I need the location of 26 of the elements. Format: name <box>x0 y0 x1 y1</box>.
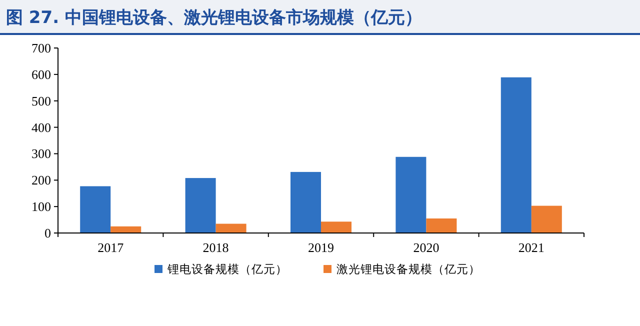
y-tick-label: 100 <box>32 199 51 214</box>
bar <box>216 224 246 233</box>
bar <box>531 206 562 233</box>
chart-title: 图 27. 中国锂电设备、激光锂电设备市场规模（亿元） <box>6 8 422 28</box>
x-tick-label: 2020 <box>413 240 440 255</box>
bar <box>500 77 532 233</box>
legend-label: 激光锂电设备规模（亿元） <box>336 262 480 276</box>
y-tick-label: 600 <box>32 66 51 82</box>
y-tick-label: 300 <box>32 146 51 162</box>
bar <box>80 186 111 233</box>
x-tick-label: 2017 <box>98 240 124 255</box>
y-tick-label: 0 <box>44 226 51 240</box>
y-tick-label: 200 <box>32 172 51 188</box>
x-tick-label: 2021 <box>518 240 544 255</box>
bar <box>321 222 352 233</box>
x-tick-label: 2019 <box>308 240 334 255</box>
bar <box>110 226 142 233</box>
bar <box>396 156 426 233</box>
bar <box>426 218 457 233</box>
bar <box>185 178 216 233</box>
x-tick-label: 2018 <box>202 240 229 255</box>
y-tick-label: 500 <box>32 93 51 108</box>
y-tick-label: 400 <box>32 120 51 135</box>
y-tick-label: 700 <box>32 40 51 56</box>
bar <box>290 172 321 233</box>
legend-label: 锂电设备规模（亿元） <box>166 262 288 276</box>
